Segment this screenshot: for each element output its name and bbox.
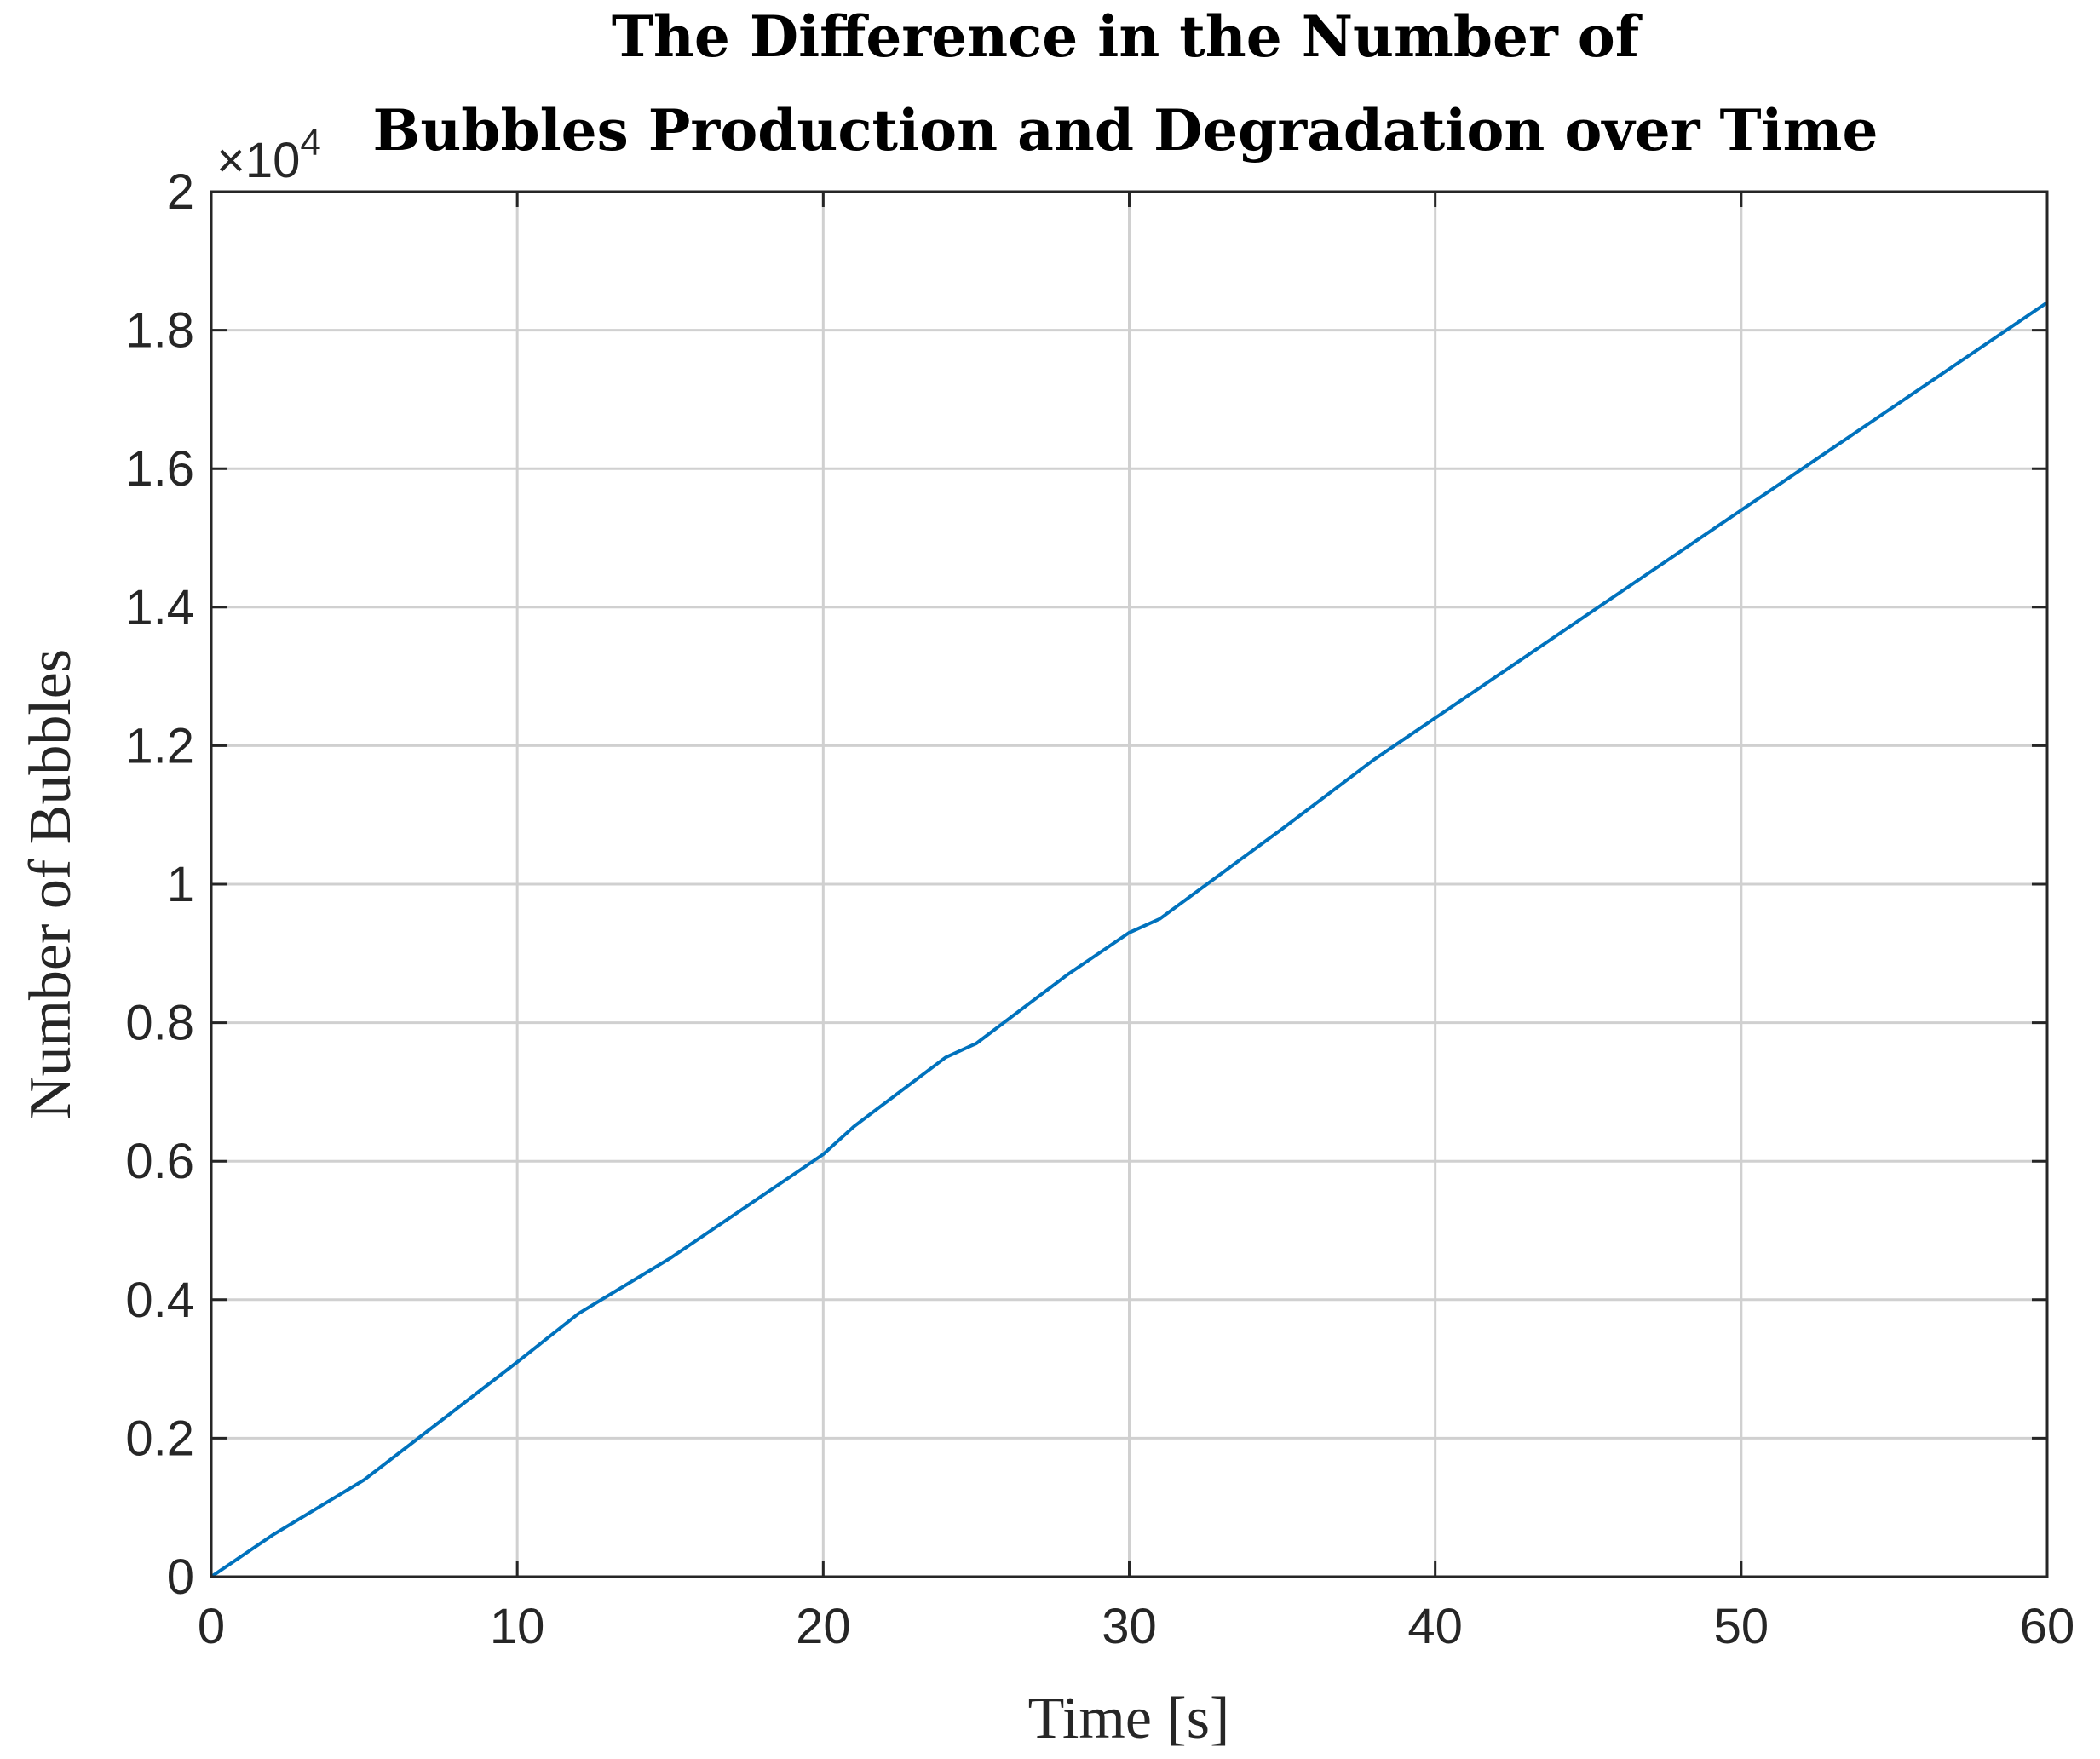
y-tick-label: 0.4 bbox=[125, 1273, 194, 1328]
x-axis-label: Time [s] bbox=[1028, 1686, 1230, 1751]
y-exponent-base: ×10 bbox=[216, 133, 300, 188]
y-tick-label: 0.8 bbox=[125, 996, 194, 1051]
x-tick-label: 20 bbox=[796, 1599, 851, 1654]
x-tick-label: 50 bbox=[1714, 1599, 1769, 1654]
y-tick-label: 1.2 bbox=[125, 718, 194, 773]
y-exponent-label: ×104 bbox=[216, 122, 321, 188]
y-tick-label: 0.2 bbox=[125, 1411, 194, 1466]
chart-title-line-2: Bubbles Production and Degradation over … bbox=[373, 97, 1878, 164]
grid-lines bbox=[211, 192, 2047, 1577]
y-tick-label: 1.4 bbox=[125, 580, 194, 635]
x-tick-label: 40 bbox=[1407, 1599, 1463, 1654]
x-tick-label: 0 bbox=[198, 1599, 225, 1654]
tick-labels: 0 10 20 30 40 50 60 0 0.2 0.4 0.6 0.8 1 1.2 1.4 1.6 1.8 2 bbox=[125, 164, 2074, 1654]
series-line bbox=[210, 301, 2049, 1578]
y-tick-label: 2 bbox=[167, 164, 194, 220]
y-tick-label: 1.8 bbox=[125, 303, 194, 359]
y-tick-label: 0 bbox=[167, 1549, 194, 1605]
y-tick-label: 0.6 bbox=[125, 1134, 194, 1189]
y-axis-label: Number of Bubbles bbox=[18, 649, 83, 1119]
x-tick-label: 60 bbox=[2020, 1599, 2075, 1654]
x-tick-label: 10 bbox=[490, 1599, 545, 1654]
x-tick-label: 30 bbox=[1102, 1599, 1157, 1654]
y-tick-label: 1.6 bbox=[125, 441, 194, 497]
series-layer bbox=[210, 301, 2049, 1578]
chart-title-line-1: The Difference in the Number of bbox=[612, 3, 1643, 70]
y-tick-label: 1 bbox=[167, 857, 194, 912]
ticks bbox=[210, 190, 2049, 1578]
y-exponent-power: 4 bbox=[300, 122, 320, 164]
